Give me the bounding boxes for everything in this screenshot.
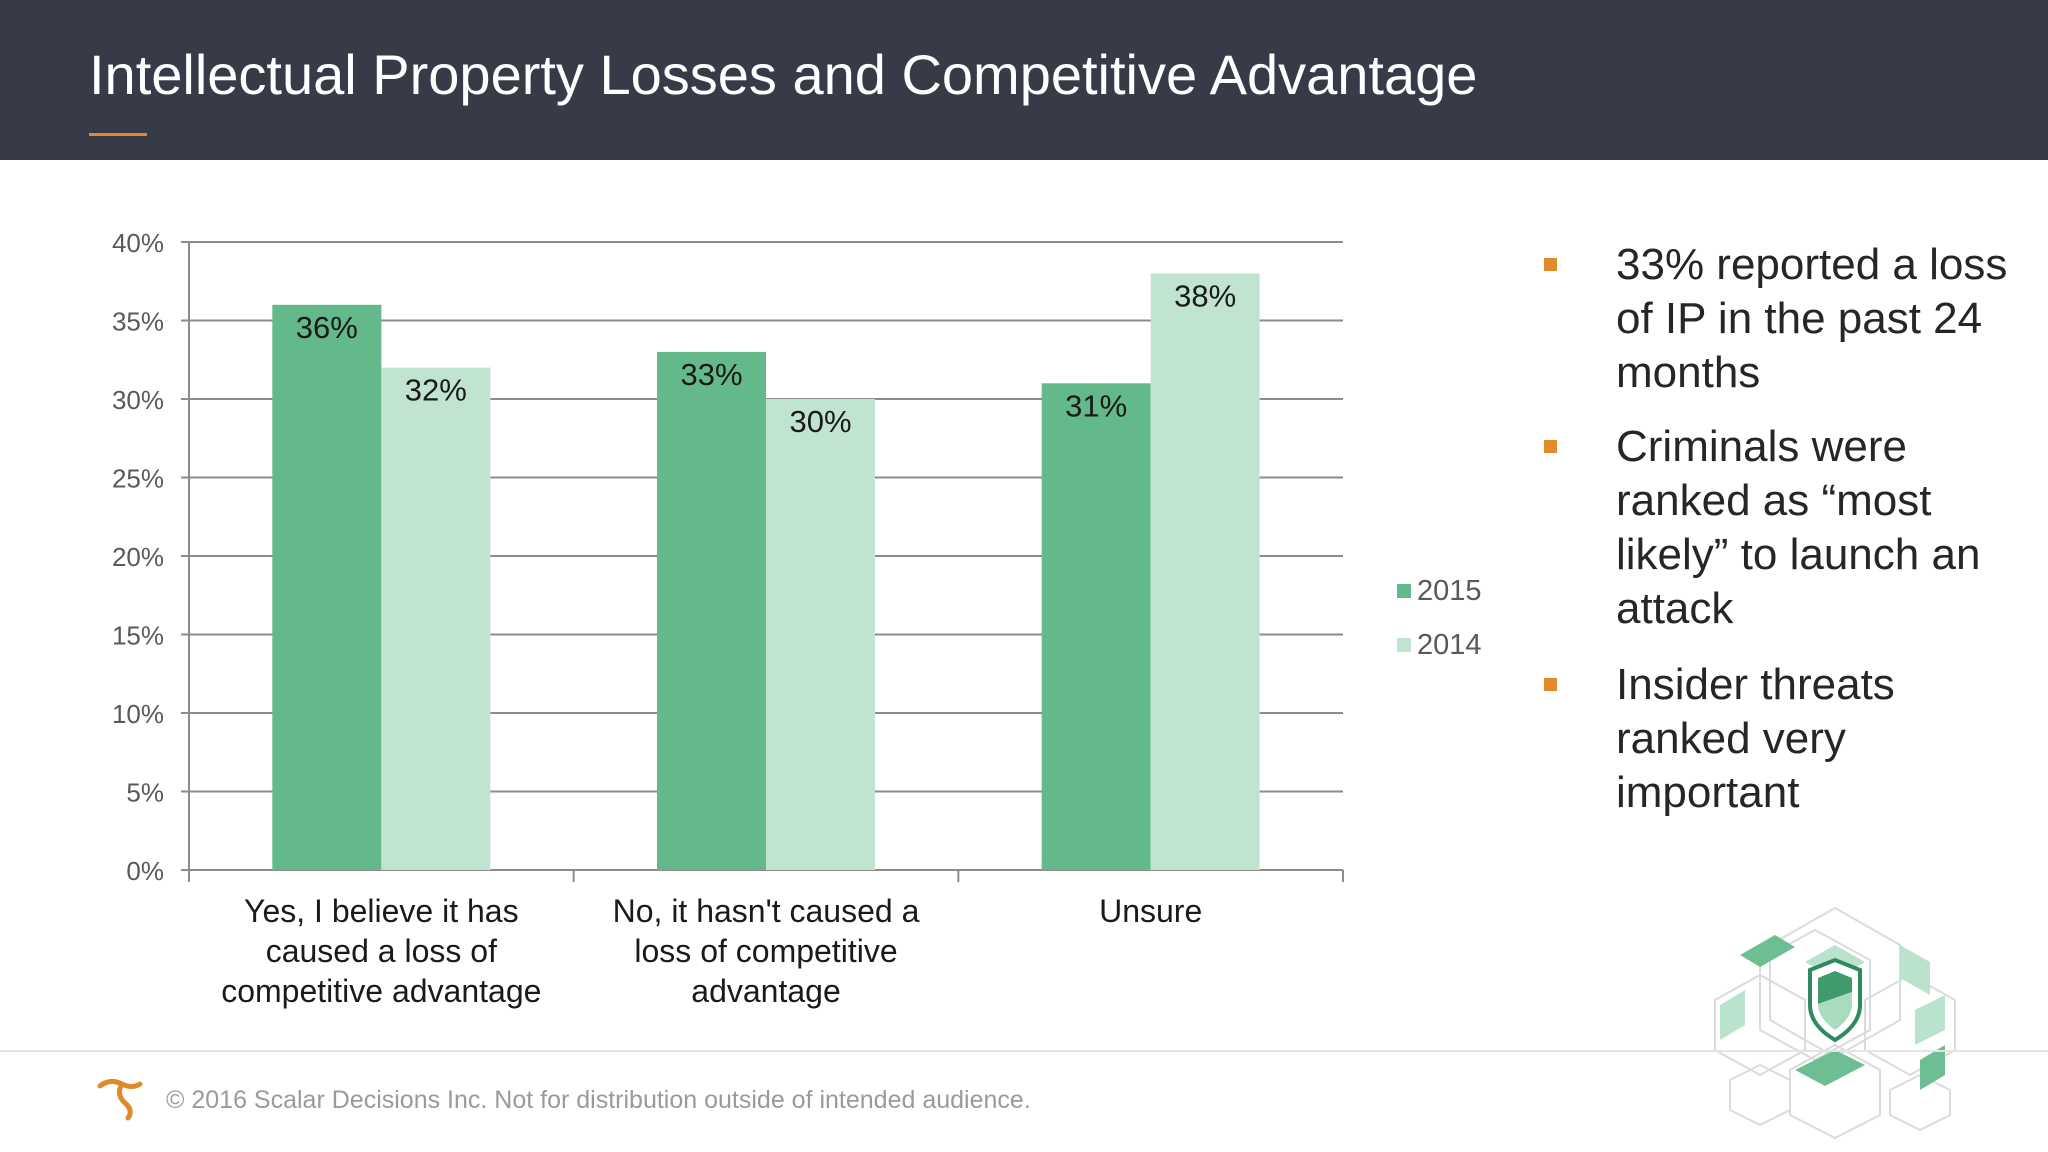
bar-2015	[657, 351, 766, 870]
data-label: 32%	[405, 373, 467, 408]
y-tick-label: 20%	[112, 542, 164, 572]
bar-2014	[1150, 273, 1260, 870]
legend-label-2014: 2014	[1417, 629, 1482, 661]
y-tick-label: 30%	[112, 385, 164, 415]
y-tick-label: 10%	[112, 699, 164, 729]
x-category-label: advantage	[691, 973, 840, 1009]
bar-2014	[766, 399, 875, 870]
y-tick-label: 5%	[126, 778, 164, 808]
x-category-label: No, it hasn't caused a	[613, 893, 920, 929]
data-label: 30%	[789, 404, 851, 439]
x-category-label: caused a loss of	[266, 933, 497, 969]
bar-2015	[272, 304, 382, 870]
title-underline	[89, 133, 147, 136]
y-tick-label: 40%	[112, 228, 164, 258]
y-tick-label: 15%	[112, 621, 164, 651]
y-tick-label: 25%	[112, 464, 164, 494]
bullet-text-1: 33% reported a loss of IP in the past 24…	[1616, 240, 2008, 397]
bar-2014	[381, 367, 491, 870]
bullet-text-3: Insider threats ranked very important	[1616, 660, 1895, 817]
data-label: 33%	[680, 357, 742, 392]
bullet-marker	[1544, 678, 1557, 691]
bullet-text-2: Criminals were ranked as “most likely” t…	[1616, 422, 1981, 633]
footer-copyright: © 2016 Scalar Decisions Inc. Not for dis…	[166, 1086, 1031, 1114]
x-category-label: loss of competitive	[634, 933, 897, 969]
x-category-label: competitive advantage	[221, 973, 541, 1009]
legend-swatch-2015	[1397, 584, 1411, 598]
footer-divider	[0, 1050, 2048, 1052]
data-label: 31%	[1065, 388, 1127, 423]
data-label: 38%	[1174, 278, 1236, 313]
y-tick-label: 0%	[126, 856, 164, 886]
x-category-label: Unsure	[1099, 893, 1202, 929]
bullet-marker	[1544, 440, 1557, 453]
legend-label-2015: 2015	[1417, 575, 1482, 607]
y-tick-label: 35%	[112, 307, 164, 337]
bar-2015	[1041, 383, 1151, 870]
legend-swatch-2014	[1397, 638, 1411, 652]
data-label: 36%	[296, 310, 358, 345]
scalar-logo-icon	[97, 1078, 143, 1121]
bullet-marker	[1544, 258, 1557, 271]
bar-chart: 0% 5% 10% 15% 20% 25% 30% 35% 40% 36% 32% Yes, I be…	[112, 228, 1344, 1009]
shield-cube-graphic	[1714, 906, 1956, 1140]
x-category-label: Yes, I believe it has	[244, 893, 519, 929]
slide-header: Intellectual Property Losses and Competi…	[0, 0, 2048, 160]
slide-title: Intellectual Property Losses and Competi…	[89, 43, 1478, 106]
